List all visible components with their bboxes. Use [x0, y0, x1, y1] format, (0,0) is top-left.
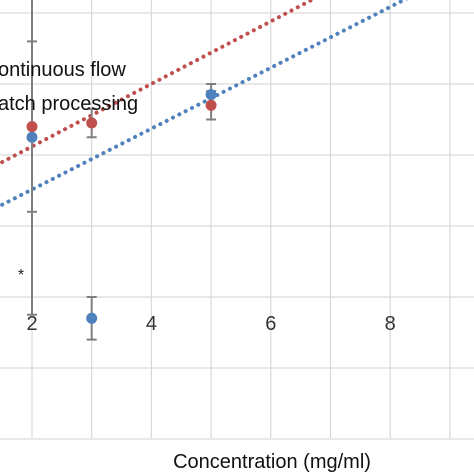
x-tick-label: 6	[265, 313, 276, 335]
legend-entry: ontinuous flow	[0, 59, 126, 81]
x-tick-label: 4	[146, 313, 157, 335]
legend-entry: atch processing	[0, 93, 138, 115]
data-point	[205, 89, 217, 101]
trendline	[0, 0, 316, 165]
error-bars	[27, 0, 217, 341]
data-point	[86, 312, 98, 324]
trendline	[0, 0, 409, 207]
x-tick-label: 2	[26, 313, 37, 335]
x-tick-label: 8	[385, 313, 396, 335]
x-axis-label: Concentration (mg/ml)	[173, 451, 371, 473]
data-points	[26, 89, 217, 324]
data-point	[26, 121, 38, 133]
data-point	[205, 99, 217, 111]
data-point	[26, 131, 38, 143]
trendlines	[0, 0, 409, 207]
annotation-asterisk: *	[18, 267, 24, 284]
data-point	[86, 117, 98, 129]
legend: ontinuous flow atch processing	[0, 59, 138, 115]
x-tick-labels: 2 4 6 8	[26, 313, 395, 335]
